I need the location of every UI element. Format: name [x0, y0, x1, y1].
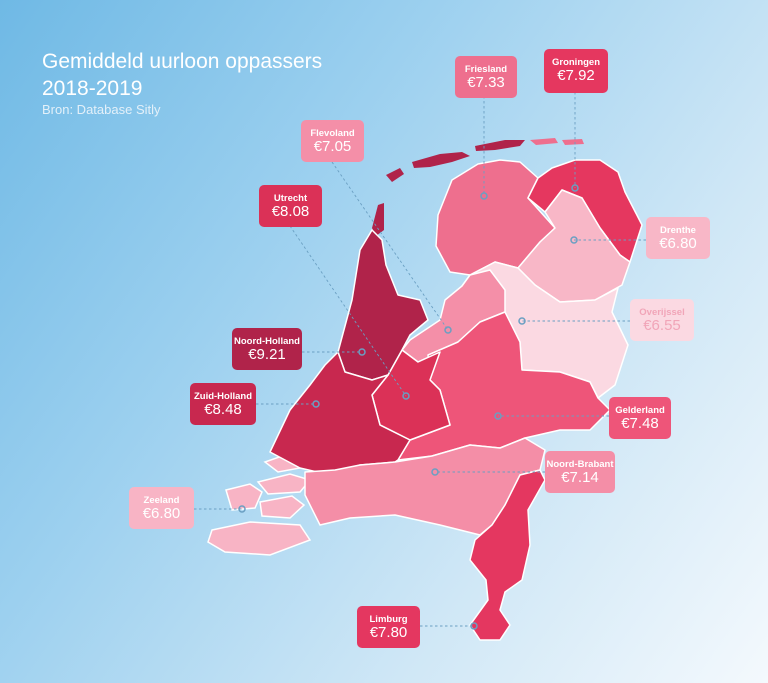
province-value: €8.48	[204, 401, 242, 418]
chart-title: Gemiddeld uurloon oppassers 2018-2019	[42, 48, 322, 102]
province-value: €7.33	[467, 74, 505, 91]
label-drenthe[interactable]: Drenthe €6.80	[646, 217, 710, 259]
label-friesland[interactable]: Friesland €7.33	[455, 56, 517, 98]
province-name: Zuid-Holland	[193, 391, 253, 402]
province-value: €7.80	[369, 624, 408, 641]
province-limburg[interactable]	[469, 469, 546, 641]
title-line-1: Gemiddeld uurloon oppassers	[42, 50, 323, 73]
label-flevoland[interactable]: Flevoland €7.05	[301, 120, 364, 162]
province-name: Zeeland	[143, 495, 180, 506]
province-name: Flevoland	[310, 128, 355, 139]
province-value: €6.80	[659, 235, 697, 252]
connector-lines	[194, 92, 646, 627]
wadden-islands	[372, 138, 584, 236]
source-note: Bron: Database Sitly	[42, 102, 161, 117]
label-zuidholland[interactable]: Zuid-Holland €8.48	[190, 383, 256, 425]
label-overijssel[interactable]: Overijssel €6.55	[630, 299, 694, 341]
label-limburg[interactable]: Limburg €7.80	[357, 606, 420, 648]
province-name: Drenthe	[660, 225, 696, 236]
province-value: €7.05	[313, 138, 352, 155]
label-utrecht[interactable]: Utrecht €8.08	[259, 185, 322, 227]
province-name: Gelderland	[615, 405, 665, 416]
province-name: Utrecht	[273, 193, 308, 204]
label-zeeland[interactable]: Zeeland €6.80	[129, 487, 194, 529]
province-name: Noord-Holland	[234, 336, 300, 347]
province-value: €7.48	[621, 415, 659, 432]
province-value: €7.14	[561, 469, 599, 486]
province-value: €7.92	[557, 67, 595, 84]
province-name: Noord-Brabant	[546, 459, 614, 470]
label-noordbrabant[interactable]: Noord-Brabant €7.14	[545, 451, 615, 493]
province-name: Limburg	[369, 614, 408, 625]
marker-dots	[238, 184, 579, 630]
province-value: €8.08	[271, 203, 310, 220]
title-line-2: 2018-2019	[42, 77, 143, 100]
province-zeeland[interactable]	[208, 470, 315, 555]
province-value: €6.55	[643, 317, 681, 334]
label-gelderland[interactable]: Gelderland €7.48	[609, 397, 671, 439]
province-value: €6.80	[142, 505, 181, 522]
label-groningen[interactable]: Groningen €7.92	[544, 49, 608, 93]
province-name: Groningen	[551, 57, 601, 68]
province-value: €9.21	[248, 346, 286, 363]
province-name: Friesland	[464, 64, 508, 75]
province-name: Overijssel	[639, 307, 685, 318]
label-noordholland[interactable]: Noord-Holland €9.21	[232, 328, 302, 370]
